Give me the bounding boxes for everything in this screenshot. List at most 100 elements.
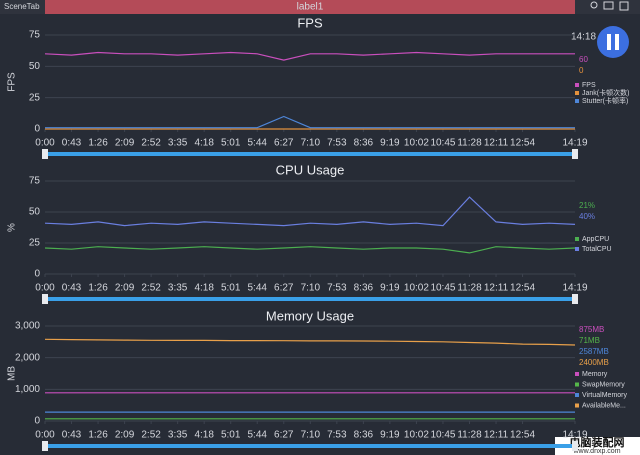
x-tick-label: 11:28 (457, 138, 482, 149)
x-tick-label: 7:53 (327, 138, 347, 149)
series-line (44, 338, 576, 346)
x-tick-label: 8:36 (354, 430, 374, 441)
time-slider[interactable] (45, 297, 575, 301)
folder-icon[interactable] (603, 1, 614, 10)
x-tick-label: 14:19 (562, 283, 587, 294)
x-tick-label: 8:36 (354, 283, 374, 294)
x-tick-label: 6:27 (274, 283, 294, 294)
latest-value: 0 (579, 66, 584, 75)
latest-value: 40% (579, 212, 595, 221)
x-tick-label: 9:19 (380, 283, 400, 294)
legend-swatch (575, 237, 579, 241)
x-tick-label: 10:02 (404, 138, 429, 149)
x-tick-label: 5:01 (221, 138, 241, 149)
legend-swatch (575, 393, 579, 397)
label-tab[interactable] (45, 0, 575, 14)
x-tick-label: 0:43 (62, 283, 82, 294)
slider-handle[interactable] (572, 441, 578, 451)
x-tick-label: 12:11 (484, 138, 509, 149)
y-tick-label: 75 (29, 176, 41, 187)
copy-icon[interactable] (619, 1, 629, 11)
y-tick-label: 50 (29, 61, 41, 72)
x-tick-label: 7:53 (327, 430, 347, 441)
x-tick-label: 2:52 (141, 283, 161, 294)
y-tick-label: 1,000 (15, 384, 40, 395)
latest-value: 875MB (579, 325, 604, 334)
legend-swatch (575, 372, 579, 376)
location-icon[interactable] (590, 1, 598, 9)
x-tick-label: 6:27 (274, 138, 294, 149)
x-tick-label: 11:28 (457, 430, 482, 441)
chart-title: CPU Usage (276, 162, 345, 177)
x-tick-label: 0:00 (35, 430, 55, 441)
x-tick-label: 5:01 (221, 283, 241, 294)
y-tick-label: 50 (29, 207, 41, 218)
legend-label: FPS (582, 82, 596, 89)
x-tick-label: 12:54 (510, 430, 535, 441)
latest-value: 21% (579, 201, 595, 210)
y-tick-label: 0 (34, 269, 40, 280)
x-tick-label: 6:27 (274, 430, 294, 441)
chart-title: FPS (297, 15, 323, 30)
x-tick-label: 7:10 (301, 430, 321, 441)
x-tick-label: 11:28 (457, 283, 482, 294)
series-line (45, 115, 575, 129)
series-line (44, 51, 575, 61)
x-tick-label: 9:19 (380, 138, 400, 149)
latest-value: 2587MB (579, 347, 609, 356)
legend-label: Stutter(卡顿率) (582, 96, 628, 105)
legend-swatch (575, 91, 579, 95)
x-tick-label: 9:19 (380, 430, 400, 441)
x-tick-label: 4:18 (194, 138, 214, 149)
slider-handle[interactable] (572, 149, 578, 159)
x-tick-label: 12:54 (510, 283, 535, 294)
x-tick-label: 1:26 (88, 283, 108, 294)
x-tick-label: 10:02 (404, 430, 429, 441)
x-tick-label: 0:43 (62, 138, 82, 149)
x-tick-label: 2:52 (141, 138, 161, 149)
toolbar-icons[interactable] (590, 1, 629, 11)
legend-swatch (575, 247, 579, 251)
slider-handle[interactable] (572, 294, 578, 304)
watermark-url: www.dnxp.com (572, 448, 620, 455)
x-tick-label: 3:35 (168, 283, 188, 294)
legend-label: SwapMemory (582, 381, 625, 388)
x-tick-label: 5:01 (221, 430, 241, 441)
time-slider[interactable] (45, 152, 575, 156)
x-tick-label: 3:35 (168, 138, 188, 149)
x-tick-label: 10:45 (430, 138, 455, 149)
y-axis-label: MB (7, 366, 18, 381)
legend-label: TotalCPU (582, 246, 612, 253)
x-tick-label: 10:45 (430, 430, 455, 441)
pause-bar (607, 34, 611, 50)
x-tick-label: 1:26 (88, 138, 108, 149)
slider-handle[interactable] (42, 294, 48, 304)
y-axis-label: % (7, 223, 18, 232)
x-tick-label: 4:18 (194, 283, 214, 294)
legend-label: VirtualMemory (582, 392, 627, 399)
latest-value: 60 (579, 55, 588, 64)
x-tick-label: 12:54 (510, 138, 535, 149)
y-tick-label: 0 (34, 124, 40, 135)
time-slider[interactable] (45, 444, 575, 448)
pause-button[interactable] (597, 26, 629, 58)
slider-handle[interactable] (42, 441, 48, 451)
y-tick-label: 0 (34, 416, 40, 427)
x-tick-label: 7:53 (327, 283, 347, 294)
legend-label: AvailableMe... (582, 402, 626, 409)
pause-bar (615, 34, 619, 50)
x-tick-label: 2:52 (141, 430, 161, 441)
x-tick-label: 12:11 (484, 430, 509, 441)
x-tick-label: 7:10 (301, 138, 321, 149)
x-tick-label: 0:00 (35, 138, 55, 149)
y-tick-label: 2,000 (15, 352, 40, 363)
tab-name[interactable]: SceneTab (4, 2, 40, 11)
slider-handle[interactable] (42, 149, 48, 159)
x-tick-label: 5:44 (248, 283, 268, 294)
legend-swatch (575, 382, 579, 387)
x-tick-label: 12:11 (484, 283, 509, 294)
y-tick-label: 25 (29, 92, 41, 103)
legend-label: Memory (582, 371, 608, 378)
